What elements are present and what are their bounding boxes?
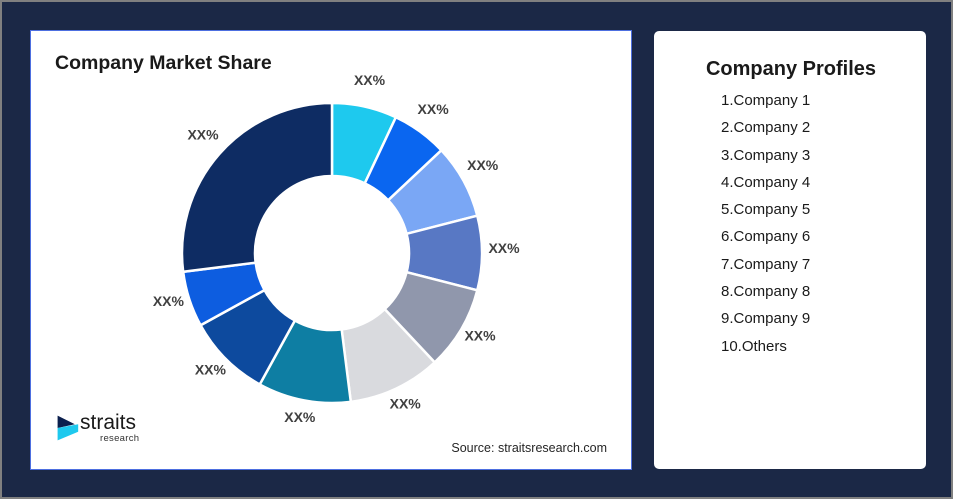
svg-text:XX%: XX% xyxy=(354,72,386,88)
svg-text:XX%: XX% xyxy=(467,157,499,173)
svg-text:XX%: XX% xyxy=(187,126,219,142)
svg-text:XX%: XX% xyxy=(195,362,227,378)
svg-text:XX%: XX% xyxy=(153,293,185,309)
svg-text:XX%: XX% xyxy=(390,396,422,412)
svg-text:XX%: XX% xyxy=(284,409,316,425)
svg-text:XX%: XX% xyxy=(488,240,520,256)
svg-text:XX%: XX% xyxy=(464,328,496,344)
svg-text:XX%: XX% xyxy=(418,101,450,117)
